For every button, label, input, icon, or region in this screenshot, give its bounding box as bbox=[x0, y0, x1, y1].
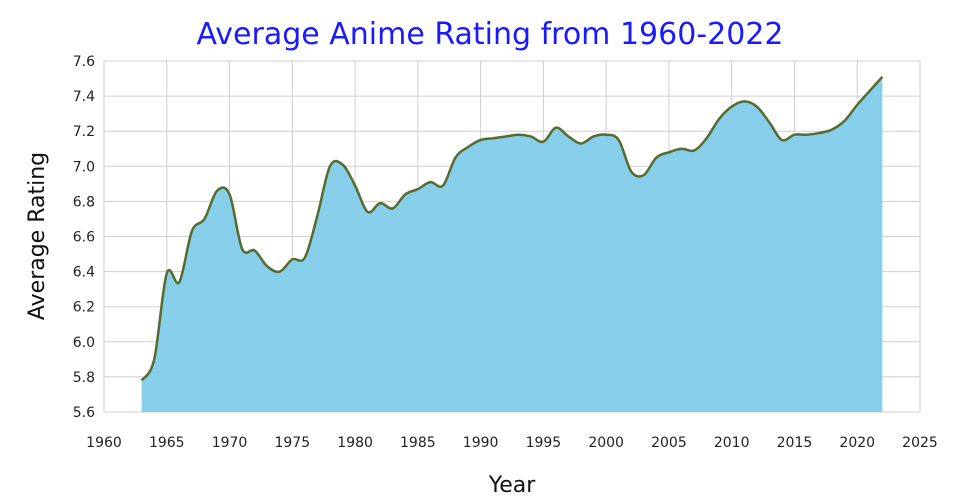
chart-title: Average Anime Rating from 1960-2022 bbox=[197, 17, 784, 52]
area-fill bbox=[141, 76, 883, 413]
x-tick-label-7: 1995 bbox=[526, 435, 562, 451]
y-tick-label-7: 7.0 bbox=[73, 159, 95, 175]
x-tick-label-10: 2010 bbox=[714, 435, 750, 451]
x-axis-ticks: 1960 1965 1970 1975 1980 1985 1990 1995 2000 2005… bbox=[86, 435, 938, 451]
series-line bbox=[140, 75, 884, 382]
area-series bbox=[140, 75, 884, 413]
x-tick-label-0: 1960 bbox=[86, 435, 122, 451]
y-tick-label-0: 5.6 bbox=[73, 405, 95, 421]
x-tick-label-1: 1965 bbox=[149, 435, 185, 451]
x-tick-label-2: 1970 bbox=[212, 435, 248, 451]
x-tick-label-8: 2000 bbox=[588, 435, 624, 451]
x-tick-label-9: 2005 bbox=[651, 435, 687, 451]
y-axis-label: Average Rating bbox=[25, 152, 50, 320]
x-tick-label-6: 1990 bbox=[463, 435, 499, 451]
x-tick-label-13: 2025 bbox=[902, 435, 938, 451]
y-tick-label-9: 7.4 bbox=[73, 89, 95, 105]
y-tick-label-5: 6.6 bbox=[73, 230, 95, 246]
y-tick-label-3: 6.2 bbox=[73, 300, 95, 316]
x-tick-label-4: 1980 bbox=[337, 435, 373, 451]
y-axis-ticks: 5.6 5.8 6.0 6.2 6.4 6.6 6.8 7.0 7.2 7.4 7.6 bbox=[73, 54, 95, 421]
y-tick-label-2: 6.0 bbox=[73, 335, 95, 351]
y-tick-label-10: 7.6 bbox=[73, 54, 95, 70]
x-tick-label-3: 1975 bbox=[274, 435, 310, 451]
y-tick-label-6: 6.8 bbox=[73, 194, 95, 210]
y-tick-label-8: 7.2 bbox=[73, 124, 95, 140]
x-tick-label-12: 2020 bbox=[839, 435, 875, 451]
x-axis-label: Year bbox=[488, 473, 537, 498]
x-tick-label-11: 2015 bbox=[777, 435, 813, 451]
y-tick-label-4: 6.4 bbox=[73, 265, 95, 281]
y-tick-label-1: 5.8 bbox=[73, 370, 95, 386]
x-tick-label-5: 1985 bbox=[400, 435, 436, 451]
